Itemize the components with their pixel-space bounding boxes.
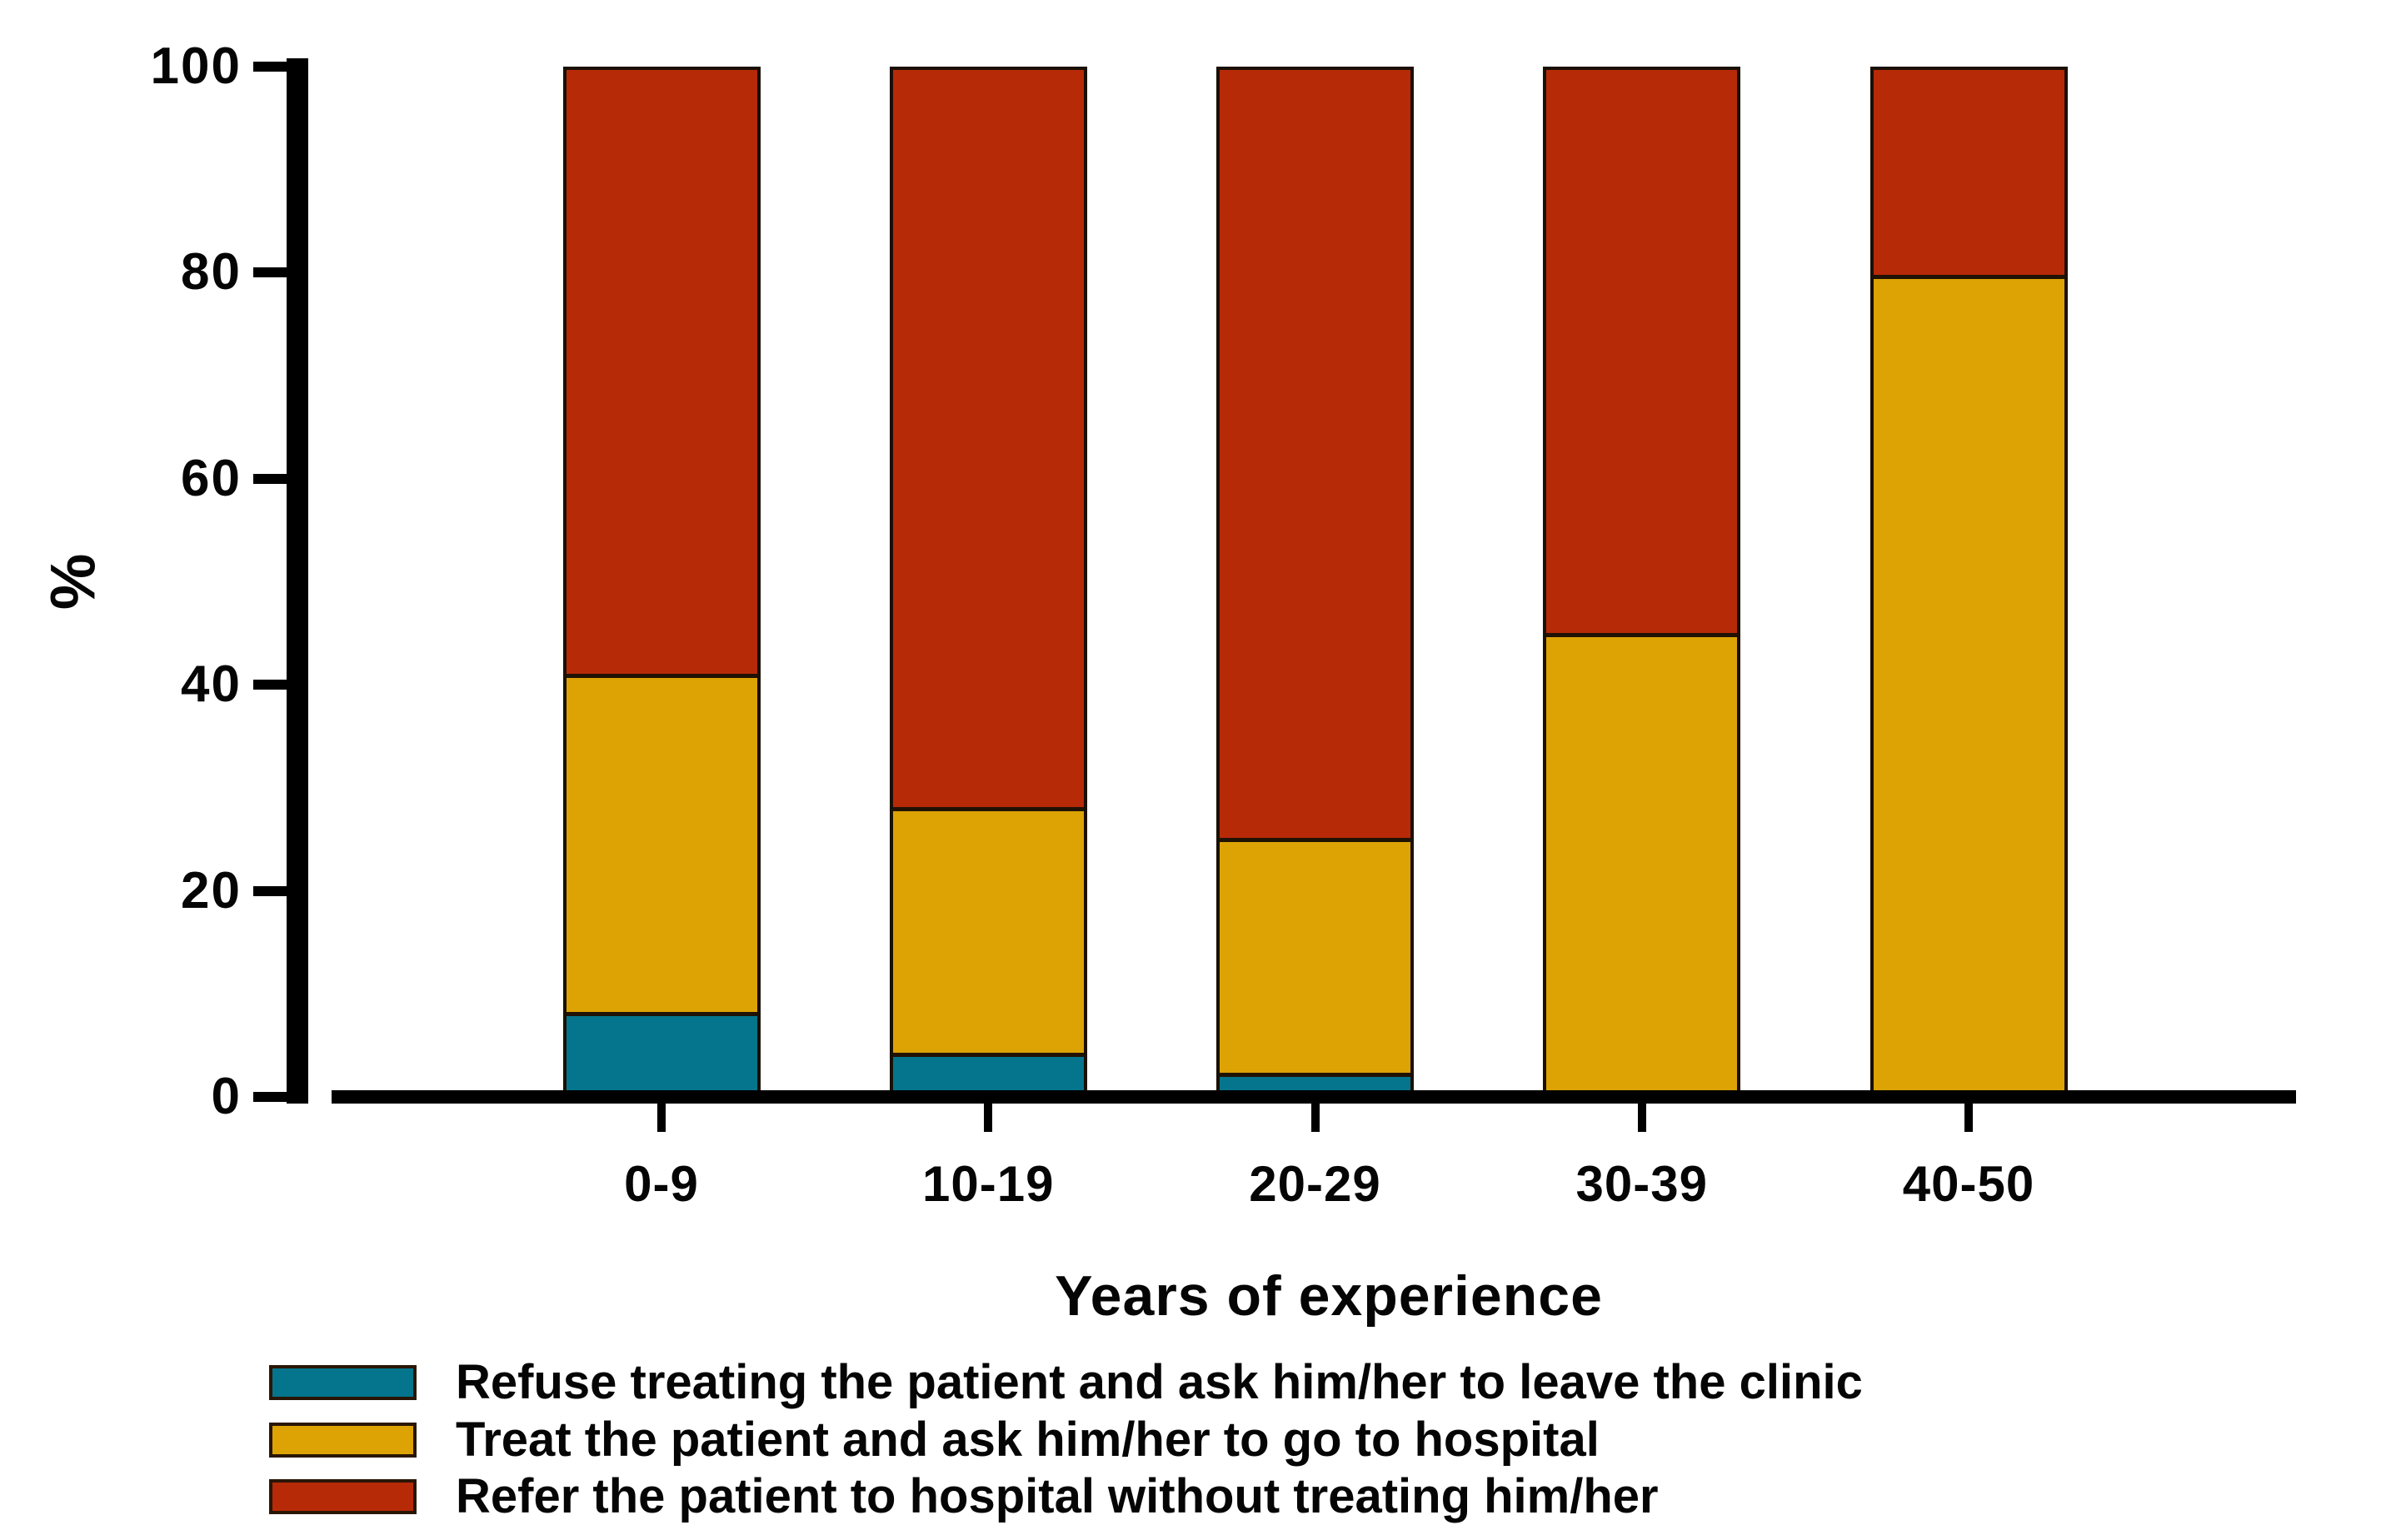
y-tick-label: 60 xyxy=(181,449,242,507)
y-tick-label: 100 xyxy=(150,37,242,95)
segment-40-50 xyxy=(1873,70,2064,275)
x-tick-label-10-19: 10-19 xyxy=(922,1156,1055,1212)
x-tick-label-20-29: 20-29 xyxy=(1249,1156,1381,1212)
y-tick-mark xyxy=(253,885,287,896)
segment-10-19 xyxy=(892,1052,1084,1094)
x-tick-mark xyxy=(1964,1104,1973,1132)
y-axis-spine xyxy=(287,58,308,1104)
segment-0-9 xyxy=(566,70,757,675)
y-tick-label: 0 xyxy=(211,1068,242,1125)
segment-30-39 xyxy=(1546,70,1738,633)
legend-swatch xyxy=(269,1422,417,1458)
legend-swatch xyxy=(269,1365,417,1400)
y-tick-mark xyxy=(253,267,287,278)
legend-label: Refuse treating the patient and ask him/… xyxy=(456,1355,1863,1409)
legend-swatch xyxy=(269,1479,417,1514)
segment-0-9 xyxy=(566,674,757,1012)
segment-20-29 xyxy=(1220,837,1410,1074)
segment-30-39 xyxy=(1546,632,1738,1094)
x-tick-mark xyxy=(1637,1104,1646,1132)
segment-20-29 xyxy=(1220,70,1410,838)
legend-label: Refer the patient to hospital without tr… xyxy=(456,1469,1659,1523)
segment-10-19 xyxy=(892,806,1084,1053)
y-tick-mark xyxy=(253,62,287,72)
legend-item: Treat the patient and ask him/her to go … xyxy=(269,1415,1600,1463)
x-tick-label-40-50: 40-50 xyxy=(1902,1156,2035,1212)
segment-20-29 xyxy=(1220,1073,1410,1094)
segment-10-19 xyxy=(892,70,1084,807)
legend-item: Refuse treating the patient and ask him/… xyxy=(269,1358,1863,1407)
legend-label: Treat the patient and ask him/her to go … xyxy=(456,1412,1600,1467)
x-tick-label-30-39: 30-39 xyxy=(1575,1156,1708,1212)
bar-30-39 xyxy=(1543,67,1741,1097)
y-tick-label: 40 xyxy=(181,655,242,714)
y-tick-mark xyxy=(253,680,287,690)
x-tick-label-0-9: 0-9 xyxy=(624,1156,699,1212)
x-axis-title: Years of experience xyxy=(1055,1264,1603,1328)
y-tick-mark xyxy=(253,1092,287,1102)
segment-0-9 xyxy=(566,1011,757,1094)
legend-item: Refer the patient to hospital without tr… xyxy=(269,1473,1659,1521)
bar-0-9 xyxy=(562,67,761,1097)
x-tick-mark xyxy=(657,1104,666,1132)
y-tick-label: 20 xyxy=(181,861,242,920)
x-tick-mark xyxy=(984,1104,993,1132)
y-tick-mark xyxy=(253,473,287,484)
bar-10-19 xyxy=(889,67,1087,1097)
bar-40-50 xyxy=(1869,67,2068,1097)
x-axis-line xyxy=(332,1090,2296,1104)
bar-20-29 xyxy=(1216,67,1414,1097)
x-tick-mark xyxy=(1310,1104,1320,1132)
segment-40-50 xyxy=(1873,274,2064,1094)
y-tick-label: 80 xyxy=(181,243,242,302)
